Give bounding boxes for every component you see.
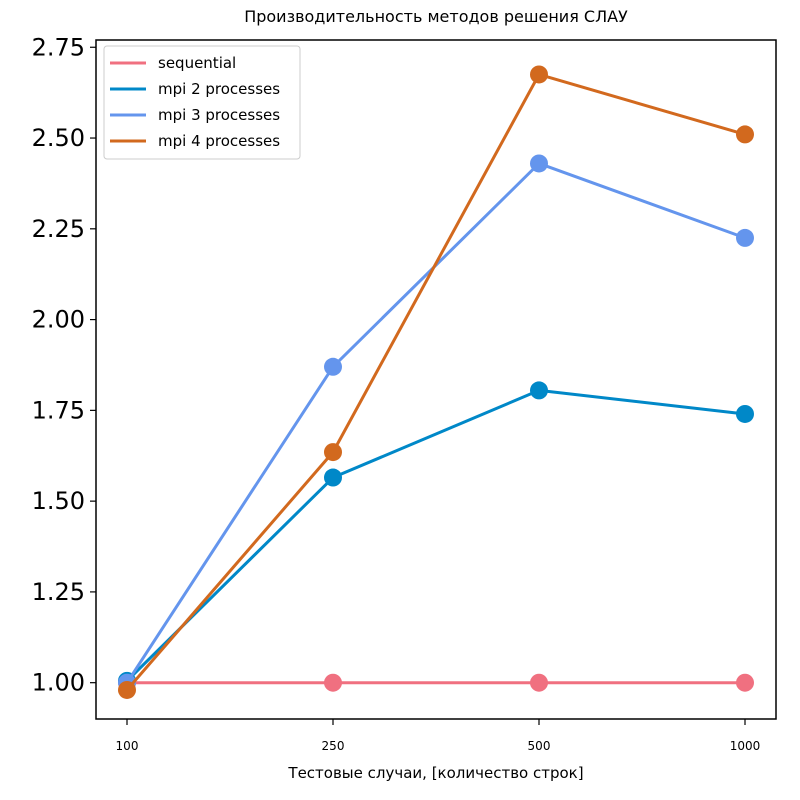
chart-title: Производительность методов решения СЛАУ <box>244 7 628 26</box>
data-point <box>324 468 342 487</box>
data-point <box>530 673 548 692</box>
legend-label: mpi 4 processes <box>158 132 280 150</box>
data-point <box>530 381 548 400</box>
series-4 <box>118 65 754 699</box>
legend-box <box>103 45 301 160</box>
series-line <box>125 72 746 691</box>
y-tick-label: 2.75 <box>32 33 85 61</box>
x-tick-label: 1000 <box>730 739 761 753</box>
y-tick-label: 1.75 <box>32 396 85 424</box>
x-axis: 100 250 500 1000 <box>116 719 761 753</box>
series-line <box>125 388 746 682</box>
data-point <box>118 680 136 699</box>
data-point <box>736 125 754 144</box>
x-tick-label: 500 <box>528 739 551 753</box>
y-tick-label: 1.50 <box>32 487 85 515</box>
data-point <box>736 673 754 692</box>
x-axis-label: Тестовые случаи, [количество строк] <box>287 764 583 782</box>
data-point <box>324 443 342 462</box>
y-axis: 1.00 1.25 1.50 1.75 2.00 2.25 2.50 2.75 <box>32 33 96 697</box>
data-point <box>530 65 548 84</box>
series-3 <box>118 154 754 692</box>
series-layer <box>118 65 754 699</box>
series-line <box>125 161 746 684</box>
data-point <box>736 228 754 247</box>
legend-label: mpi 2 processes <box>158 80 280 98</box>
y-tick-label: 2.50 <box>32 124 85 152</box>
plot-frame <box>95 39 777 720</box>
data-point <box>530 154 548 173</box>
data-point <box>736 404 754 423</box>
legend-label: sequential <box>158 54 236 72</box>
x-tick-label: 250 <box>322 739 345 753</box>
data-point <box>324 357 342 376</box>
y-tick-label: 2.00 <box>32 306 85 334</box>
x-tick-label: 100 <box>116 739 139 753</box>
y-tick-label: 1.25 <box>32 578 85 606</box>
y-tick-label: 1.00 <box>32 669 85 697</box>
legend: sequential mpi 2 processes mpi 3 processes… <box>103 45 301 160</box>
data-point <box>324 673 342 692</box>
series-2 <box>118 381 754 690</box>
legend-label: mpi 3 processes <box>158 106 280 124</box>
y-tick-label: 2.25 <box>32 215 85 243</box>
series-1 <box>118 673 754 692</box>
